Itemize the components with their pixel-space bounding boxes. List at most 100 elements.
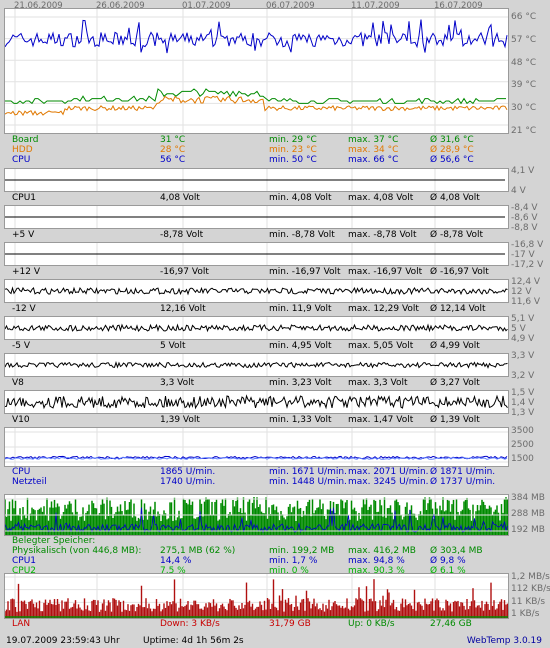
y-tick-label: 5,1 V [511,314,535,324]
legend-name: HDD [12,145,33,155]
voltage-line [5,286,508,296]
voltage-name: V8 [12,378,24,388]
legend-max: max. 416,2 MB [348,546,416,556]
legend-max: max. 94,8 % [348,556,405,566]
legend-avg: Ø 28,9 °C [430,145,474,155]
y-tick-label: 1,5 V [511,388,535,398]
legend-name: CPU1 [12,556,37,566]
voltage-line [5,394,508,410]
legend-max: max. 66 °C [348,155,399,165]
voltage-cur: -16,97 Volt [160,267,209,277]
legend-max: max. 3245 U/min. [348,477,429,487]
voltage-min: min. 11,9 Volt [269,304,332,314]
voltage-legend-row: +12 V -16,97 Volt min. -16,97 Volt max. -16… [12,267,507,277]
legend-cur: 1740 U/min. [160,477,216,487]
y-tick-label: -17,2 V [511,260,544,270]
legend-cur: 31 °C [160,135,186,145]
voltage-max: max. -16,97 Volt [348,267,423,277]
voltage-graph-panel [4,353,509,377]
board-temp-line [5,88,506,105]
legend-max: max. 90,3 % [348,566,405,576]
y-tick-label: 12 V [511,287,532,297]
legend-avg: Ø 31,6 °C [430,135,474,145]
voltage-min: min. 1,33 Volt [269,415,332,425]
memory-header-label: Belegter Speicher: [12,536,96,546]
y-tick-label: 1 KB/s [511,609,540,619]
voltage-graph-panel [4,390,509,414]
legend-row: Physikalisch (von 446,8 MB): 275,1 MB (62… [12,546,507,556]
voltage-legend-row: -5 V 5 Volt min. 4,95 Volt max. 5,05 Volt Ø … [12,341,507,351]
voltage-min: min. 4,95 Volt [269,341,332,351]
voltage-legend-row: +5 V -8,78 Volt min. -8,78 Volt max. -8,78 … [12,230,507,240]
date-label: 11.07.2009 [351,1,400,11]
voltage-max: max. 3,3 Volt [348,378,408,388]
legend-max: max. 34 °C [348,145,399,155]
legend-cur: 14,4 % [160,556,192,566]
voltage-avg: Ø 4,08 Volt [430,193,480,203]
y-tick-label: 4 V [511,186,526,196]
y-tick-label: 1,2 MB/s [511,572,550,582]
y-tick-label: -8,6 V [511,213,538,223]
legend-avg: Ø 1737 U/min. [430,477,496,487]
network-legend-row: LAN Down: 3 KB/s 31,79 GB Up: 0 KB/s 27,… [12,619,507,629]
voltage-min: min. -16,97 Volt [269,267,341,277]
legend-row: CPU 56 °C min. 50 °C max. 66 °C Ø 56,6 °C [12,155,507,165]
legend-row: Board 31 °C min. 29 °C max. 37 °C Ø 31,6 °C [12,135,507,145]
legend-avg: Ø 56,6 °C [430,155,474,165]
y-tick-label: 66 °C [511,12,537,22]
lan-up-total: 27,46 GB [430,619,472,629]
voltage-name: +12 V [12,267,41,277]
legend-row: CPU1 14,4 % min. 1,7 % max. 94,8 % Ø 9,8 % [12,556,507,566]
voltage-avg: Ø 3,27 Volt [430,378,480,388]
y-tick-label: 57 °C [511,34,537,45]
memory-header: Belegter Speicher: [12,536,507,546]
y-tick-label: 1,4 V [511,398,535,408]
voltage-line [5,360,508,369]
uptime: Uptime: 4d 1h 56m 2s [143,636,244,646]
y-tick-label: 21 °C [511,126,537,136]
legend-row: CPU 1865 U/min. min. 1671 U/min. max. 2071 … [12,467,507,477]
y-tick-label: 4,9 V [511,334,535,344]
legend-min: min. 1671 U/min. [269,467,347,477]
voltage-min: min. -8,78 Volt [269,230,335,240]
voltage-avg: Ø 4,99 Volt [430,341,480,351]
legend-cur: 56 °C [160,155,186,165]
voltage-name: -12 V [12,304,36,314]
legend-min: min. 1,7 % [269,556,318,566]
legend-avg: Ø 6,1 % [430,566,466,576]
date-label: 06.07.2009 [266,1,315,11]
legend-avg: Ø 303,4 MB [430,546,483,556]
legend-min: min. 1448 U/min. [269,477,347,487]
date-label: 16.07.2009 [434,1,483,11]
y-tick-label: 1,3 V [511,408,535,418]
y-tick-label: 3500 [511,426,534,436]
y-tick-label: 3,2 V [511,371,535,381]
footer: 19.07.2009 23:59:43 Uhr Uptime: 4d 1h 56… [6,635,546,647]
legend-row: HDD 28 °C min. 23 °C max. 34 °C Ø 28,9 °C [12,145,507,155]
voltage-max: max. 1,47 Volt [348,415,414,425]
y-tick-label: 5 V [511,324,526,334]
voltage-max: max. 5,05 Volt [348,341,414,351]
voltage-min: min. 4,08 Volt [269,193,332,203]
lan-up-rate: Up: 0 KB/s [348,619,395,629]
legend-cur: 7,5 % [160,566,186,576]
voltage-cur: 5 Volt [160,341,186,351]
legend-cur: 28 °C [160,145,186,155]
legend-min: min. 199,2 MB [269,546,335,556]
y-tick-label: 3,3 V [511,351,535,361]
y-tick-label: 112 KB/s [511,584,550,595]
temperature-graph [4,8,509,134]
legend-min: min. 29 °C [269,135,317,145]
y-tick-label: 1500 [511,454,534,464]
webtemp-link[interactable]: WebTemp 3.0.19 [466,636,542,646]
legend-row: Netzteil 1740 U/min. min. 1448 U/min. max. … [12,477,507,487]
date-label: 21.06.2009 [14,1,63,11]
voltage-name: -5 V [12,341,30,351]
memory-cpu-graph [4,494,509,536]
legend-name: CPU2 [12,566,37,576]
voltage-legend-row: -12 V 12,16 Volt min. 11,9 Volt max. 12,29 … [12,304,507,314]
legend-max: max. 37 °C [348,135,399,145]
voltage-cur: 12,16 Volt [160,304,206,314]
legend-cur: 1865 U/min. [160,467,216,477]
voltage-legend-row: CPU1 4,08 Volt min. 4,08 Volt max. 4,08 Vol… [12,193,507,203]
